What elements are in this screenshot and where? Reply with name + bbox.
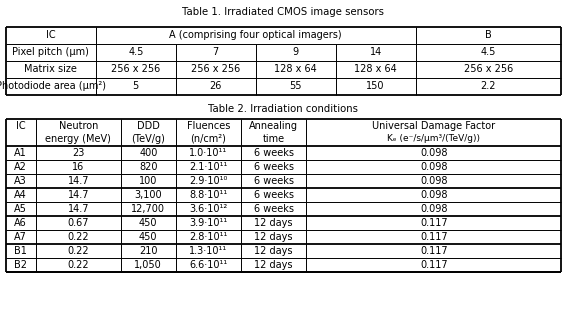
Text: 6 weeks: 6 weeks (253, 204, 294, 214)
Text: 1.3·10¹¹: 1.3·10¹¹ (189, 246, 227, 256)
Text: A7: A7 (14, 232, 27, 242)
Text: 6 weeks: 6 weeks (253, 162, 294, 172)
Text: 55: 55 (289, 81, 302, 91)
Text: (n/cm²): (n/cm²) (191, 134, 226, 143)
Text: 0.098: 0.098 (420, 204, 447, 214)
Text: 4.5: 4.5 (481, 47, 496, 57)
Text: B1: B1 (14, 246, 27, 256)
Text: 0.22: 0.22 (67, 260, 89, 270)
Text: IC: IC (46, 30, 56, 40)
Text: 1.0·10¹¹: 1.0·10¹¹ (189, 148, 227, 158)
Text: Fluences: Fluences (187, 121, 230, 131)
Text: 6 weeks: 6 weeks (253, 148, 294, 158)
Text: Universal Damage Factor: Universal Damage Factor (372, 121, 496, 131)
Text: A3: A3 (14, 176, 27, 186)
Text: 256 x 256: 256 x 256 (111, 64, 160, 74)
Text: 3.6·10¹²: 3.6·10¹² (189, 204, 227, 214)
Text: 6 weeks: 6 weeks (253, 176, 294, 186)
Text: 14.7: 14.7 (67, 190, 89, 200)
Text: B: B (485, 30, 492, 40)
Text: 2.8·10¹¹: 2.8·10¹¹ (189, 232, 227, 242)
Text: 210: 210 (139, 246, 158, 256)
Text: A5: A5 (14, 204, 27, 214)
Text: 14: 14 (370, 47, 382, 57)
Text: 14.7: 14.7 (67, 204, 89, 214)
Text: 9: 9 (293, 47, 299, 57)
Text: Pixel pitch (μm): Pixel pitch (μm) (12, 47, 89, 57)
Text: 12,700: 12,700 (132, 204, 165, 214)
Text: 2.9·10¹⁰: 2.9·10¹⁰ (189, 176, 227, 186)
Text: 2.1·10¹¹: 2.1·10¹¹ (189, 162, 227, 172)
Text: 4.5: 4.5 (128, 47, 143, 57)
Text: DDD: DDD (137, 121, 160, 131)
Text: Photodiode area (μm²): Photodiode area (μm²) (0, 81, 106, 91)
Text: 16: 16 (72, 162, 84, 172)
Text: 256 x 256: 256 x 256 (464, 64, 513, 74)
Text: 6.6·10¹¹: 6.6·10¹¹ (189, 260, 227, 270)
Text: 0.117: 0.117 (420, 260, 447, 270)
Text: 8.8·10¹¹: 8.8·10¹¹ (189, 190, 227, 200)
Text: 3,100: 3,100 (134, 190, 162, 200)
Text: IC: IC (16, 121, 26, 131)
Text: Kₑ (e⁻/s/μm³/(TeV/g)): Kₑ (e⁻/s/μm³/(TeV/g)) (387, 134, 480, 143)
Text: A1: A1 (14, 148, 27, 158)
Text: 14.7: 14.7 (67, 176, 89, 186)
Text: 256 x 256: 256 x 256 (191, 64, 240, 74)
Text: 100: 100 (139, 176, 158, 186)
Text: 12 days: 12 days (255, 232, 293, 242)
Text: 0.098: 0.098 (420, 176, 447, 186)
Text: 820: 820 (139, 162, 158, 172)
Text: Matrix size: Matrix size (24, 64, 77, 74)
Text: energy (MeV): energy (MeV) (45, 134, 111, 143)
Text: 26: 26 (210, 81, 222, 91)
Text: 450: 450 (139, 218, 158, 228)
Text: 6 weeks: 6 weeks (253, 190, 294, 200)
Text: 0.117: 0.117 (420, 246, 447, 256)
Text: 0.098: 0.098 (420, 162, 447, 172)
Text: Neutron: Neutron (58, 121, 98, 131)
Text: A2: A2 (14, 162, 27, 172)
Text: 3.9·10¹¹: 3.9·10¹¹ (189, 218, 227, 228)
Text: 2.2: 2.2 (481, 81, 496, 91)
Text: Table 1. Irradiated CMOS image sensors: Table 1. Irradiated CMOS image sensors (183, 7, 384, 17)
Text: Table 2. Irradiation conditions: Table 2. Irradiation conditions (209, 104, 358, 114)
Text: 0.67: 0.67 (67, 218, 89, 228)
Text: 0.098: 0.098 (420, 190, 447, 200)
Text: 23: 23 (72, 148, 84, 158)
Text: 450: 450 (139, 232, 158, 242)
Text: 0.22: 0.22 (67, 232, 89, 242)
Text: B2: B2 (14, 260, 27, 270)
Text: 12 days: 12 days (255, 218, 293, 228)
Text: 7: 7 (213, 47, 219, 57)
Text: 1,050: 1,050 (134, 260, 162, 270)
Text: 12 days: 12 days (255, 260, 293, 270)
Text: 128 x 64: 128 x 64 (274, 64, 317, 74)
Text: A4: A4 (14, 190, 27, 200)
Text: 150: 150 (366, 81, 385, 91)
Text: 0.117: 0.117 (420, 218, 447, 228)
Text: 0.117: 0.117 (420, 232, 447, 242)
Text: (TeV/g): (TeV/g) (132, 134, 165, 143)
Text: 400: 400 (139, 148, 158, 158)
Text: 128 x 64: 128 x 64 (354, 64, 397, 74)
Text: 0.22: 0.22 (67, 246, 89, 256)
Text: 12 days: 12 days (255, 246, 293, 256)
Text: A (comprising four optical imagers): A (comprising four optical imagers) (170, 30, 342, 40)
Text: time: time (263, 134, 285, 143)
Text: 5: 5 (133, 81, 139, 91)
Text: A6: A6 (14, 218, 27, 228)
Text: Annealing: Annealing (249, 121, 298, 131)
Text: 0.098: 0.098 (420, 148, 447, 158)
